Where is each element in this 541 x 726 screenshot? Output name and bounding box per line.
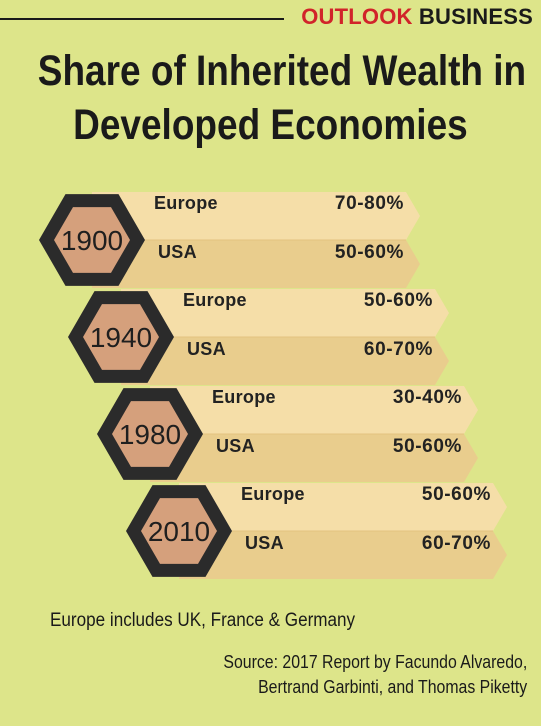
source-line-2: Bertrand Garbinti, and Thomas Piketty xyxy=(257,677,527,697)
band-1980-bottom xyxy=(150,434,478,482)
band-1900-top xyxy=(92,192,420,240)
region-label-2010-usa: USA xyxy=(245,533,284,553)
value-label-2010-usa: 60-70% xyxy=(422,533,491,554)
band-1980-top xyxy=(150,386,478,434)
brand-outlook: OUTLOOK xyxy=(301,4,413,29)
value-label-1900-europe: 70-80% xyxy=(335,193,404,214)
inherited-wealth-chart: Europe 70-80% USA 50-60% 1900 Europe 50-60% USA… xyxy=(39,192,507,579)
source-line-1: Source: 2017 Report by Facundo Alvaredo, xyxy=(223,652,527,672)
value-label-1940-usa: 60-70% xyxy=(364,339,433,360)
band-2010-bottom xyxy=(179,531,507,579)
value-label-1900-usa: 50-60% xyxy=(335,242,404,263)
value-label-2010-europe: 50-60% xyxy=(422,484,491,505)
hexagon-inner-1980 xyxy=(112,401,188,467)
hexagon-inner-1900 xyxy=(54,207,130,273)
year-label-1980: 1980 xyxy=(119,419,181,450)
band-1940-top xyxy=(121,289,449,337)
region-label-1940-europe: Europe xyxy=(183,290,247,310)
header-rule xyxy=(0,18,284,20)
year-label-2010: 2010 xyxy=(148,516,210,547)
value-label-1980-europe: 30-40% xyxy=(393,387,462,408)
region-label-1980-usa: USA xyxy=(216,436,255,456)
region-label-1900-usa: USA xyxy=(158,242,197,262)
page-title: Share of Inherited Wealth in Developed E… xyxy=(37,44,527,152)
brand-business: BUSINESS xyxy=(418,4,533,29)
year-label-1900: 1900 xyxy=(61,225,123,256)
year-label-1940: 1940 xyxy=(90,322,152,353)
value-label-1940-europe: 50-60% xyxy=(364,290,433,311)
brand-logo: OUTLOOK BUSINESS xyxy=(301,4,533,30)
source-credit: Source: 2017 Report by Facundo Alvaredo,… xyxy=(223,650,527,700)
band-1940-bottom xyxy=(121,337,449,385)
hexagon-inner-1940 xyxy=(83,304,159,370)
region-label-1900-europe: Europe xyxy=(154,193,218,213)
region-label-2010-europe: Europe xyxy=(241,484,305,504)
region-label-1940-usa: USA xyxy=(187,339,226,359)
title-line-2: Developed Economies xyxy=(73,101,468,149)
band-1900-bottom xyxy=(92,240,420,288)
title-line-1: Share of Inherited Wealth in xyxy=(37,47,527,95)
footnote: Europe includes UK, France & Germany xyxy=(50,610,356,631)
value-label-1980-usa: 50-60% xyxy=(393,436,462,457)
region-label-1980-europe: Europe xyxy=(212,387,276,407)
band-2010-top xyxy=(179,483,507,531)
hexagon-inner-2010 xyxy=(141,498,217,564)
